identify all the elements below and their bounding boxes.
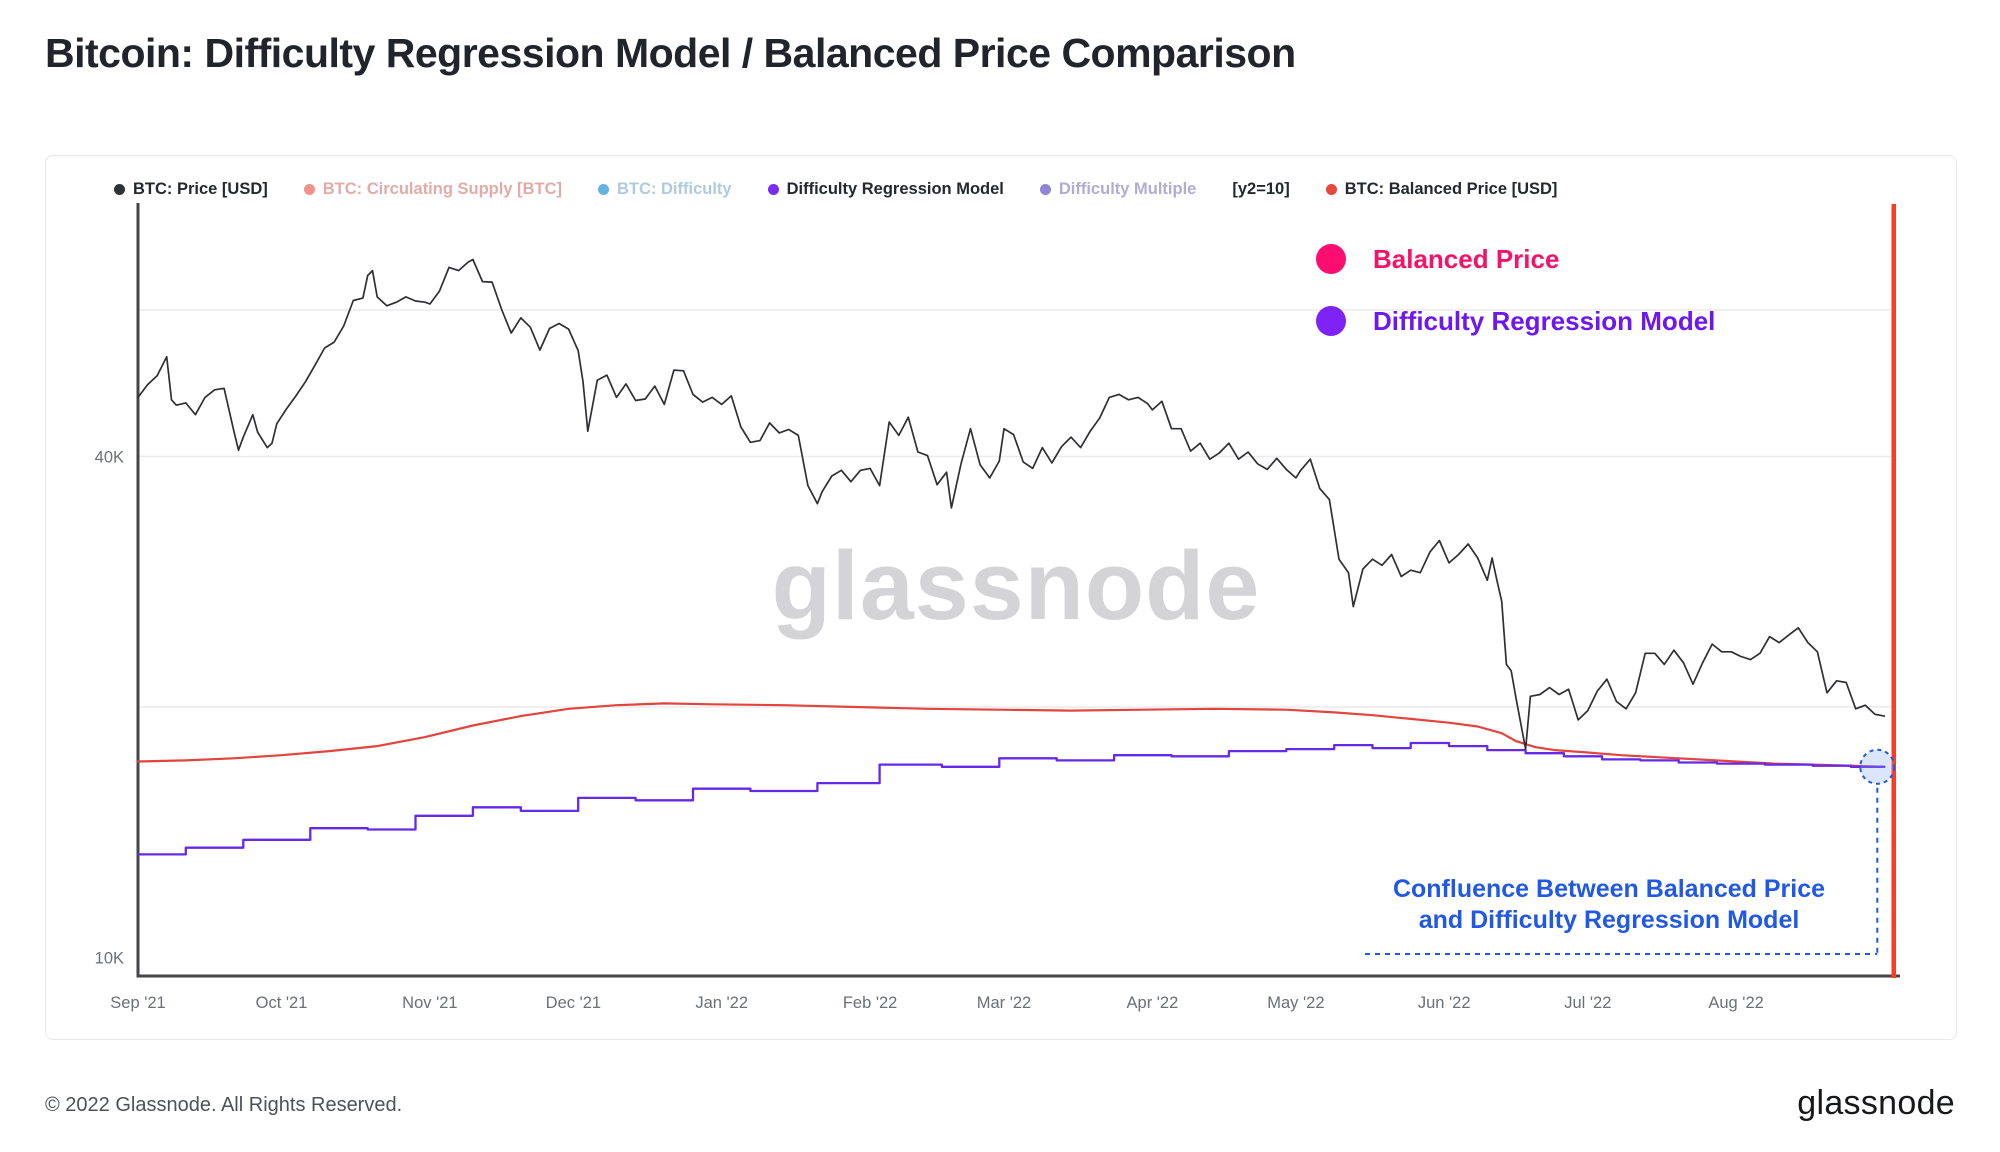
- x-tick-label: Mar '22: [977, 994, 1032, 1012]
- confluence-line2: and Difficulty Regression Model: [1418, 906, 1800, 934]
- x-tick-label: Nov '21: [402, 994, 457, 1012]
- chart-legend: BTC: Price [USD] BTC: Circulating Supply …: [114, 174, 1936, 204]
- legend-item-4[interactable]: Difficulty Multiple: [1039, 179, 1197, 199]
- confluence-circle: [1859, 748, 1896, 785]
- legend-label: [y2=10]: [1232, 179, 1290, 198]
- legend-item-1[interactable]: BTC: Circulating Supply [BTC]: [303, 179, 562, 199]
- glassnode-logo[interactable]: glassnode: [1797, 1084, 1955, 1122]
- x-tick-label: Dec '21: [546, 994, 601, 1012]
- chart-card: BTC: Price [USD] BTC: Circulating Supply …: [45, 155, 1957, 1040]
- x-tick-label: Feb '22: [843, 994, 898, 1012]
- legend-label: BTC: Circulating Supply [BTC]: [322, 179, 562, 198]
- legend-label: BTC: Balanced Price [USD]: [1344, 179, 1558, 198]
- difficulty-regression-annotation-dot: [1316, 306, 1346, 336]
- y-tick-label: 40K: [95, 449, 124, 467]
- legend-item-0[interactable]: BTC: Price [USD]: [114, 180, 268, 199]
- legend-dot-icon: [1039, 183, 1051, 195]
- difficulty-regression-annotation-label: Difficulty Regression Model: [1373, 306, 1716, 336]
- legend-dot-icon: [1325, 183, 1337, 195]
- right-edge-marker: [1891, 204, 1896, 978]
- legend-label: BTC: Price [USD]: [133, 179, 268, 198]
- x-tick-label: Jan '22: [695, 994, 748, 1012]
- legend-item-6[interactable]: BTC: Balanced Price [USD]: [1325, 179, 1558, 199]
- legend-item-5[interactable]: [y2=10]: [1232, 180, 1289, 199]
- legend-label: BTC: Difficulty: [617, 179, 732, 198]
- series-difficulty-regression-model: [136, 741, 1886, 856]
- legend-dot-icon: [598, 183, 609, 195]
- legend-dot-icon: [303, 183, 315, 195]
- confluence-line1: Confluence Between Balanced Price: [1392, 875, 1826, 903]
- y-tick-label: 10K: [95, 950, 124, 968]
- balanced-price-annotation-dot: [1316, 244, 1346, 274]
- series-btc-price-usd: [137, 258, 1886, 750]
- confluence-annotation: Confluence Between Balanced Price and Di…: [1349, 874, 1869, 936]
- balanced-price-annotation-label: Balanced Price: [1373, 244, 1560, 274]
- legend-label: Difficulty Multiple: [1058, 179, 1197, 198]
- series-btc-balanced-price-usd: [136, 702, 1886, 768]
- x-tick-label: Sep '21: [110, 994, 165, 1012]
- x-tick-label: Apr '22: [1127, 994, 1179, 1012]
- x-tick-label: May '22: [1267, 994, 1324, 1012]
- legend-label: Difficulty Regression Model: [786, 179, 1004, 198]
- copyright: © 2022 Glassnode. All Rights Reserved.: [45, 1094, 403, 1116]
- x-tick-label: Aug '22: [1708, 994, 1763, 1012]
- page-title: Bitcoin: Difficulty Regression Model / B…: [45, 30, 1296, 76]
- legend-item-2[interactable]: BTC: Difficulty: [598, 180, 732, 199]
- x-tick-label: Jul '22: [1564, 994, 1611, 1012]
- legend-dot-icon: [114, 183, 125, 195]
- glassnode-watermark: glassnode: [771, 531, 1261, 640]
- legend-dot-icon: [767, 183, 779, 195]
- x-tick-label: Jun '22: [1418, 994, 1471, 1012]
- legend-item-3[interactable]: Difficulty Regression Model: [767, 179, 1004, 199]
- x-tick-label: Oct '21: [256, 994, 308, 1012]
- chart-plot[interactable]: 40K 10K Sep '21 Oct '21 Nov '21 Dec '21 Jan '2…: [46, 156, 1958, 1041]
